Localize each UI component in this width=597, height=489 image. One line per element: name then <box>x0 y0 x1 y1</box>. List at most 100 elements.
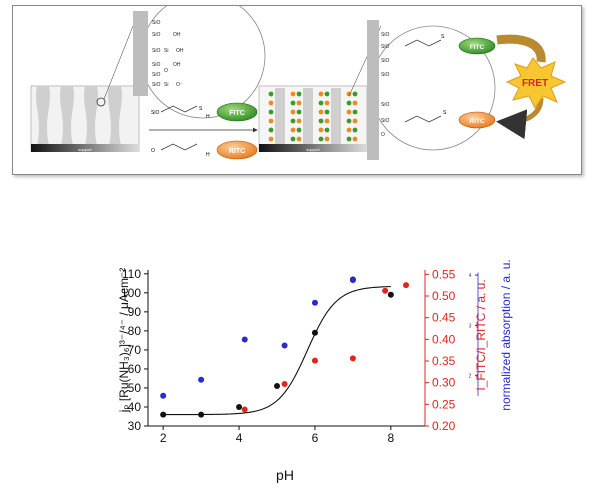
chem-label: SiO <box>152 48 160 54</box>
y-right2-tick-label: 3 <box>469 323 472 329</box>
dye-dot <box>268 127 274 133</box>
dye-dot <box>324 91 330 97</box>
dye-dot <box>318 118 324 124</box>
y-left-tick-label: 90 <box>128 305 142 319</box>
data-point <box>387 291 394 298</box>
x-tick-label: 4 <box>236 431 243 445</box>
chem-label: SiO <box>381 32 389 38</box>
data-point <box>281 342 288 349</box>
chem-label: O⁻ <box>176 82 183 88</box>
zoom-surface-left: SiO SiO OH SiO Si OH SiO OH SiO O SiO Si… <box>133 0 266 119</box>
x-tick-label: 2 <box>160 431 167 445</box>
data-point <box>274 383 281 390</box>
dye-dot <box>346 118 352 124</box>
chem-label: O <box>381 132 385 138</box>
dye-dot <box>346 109 352 115</box>
y-right1-tick-label: 0.40 <box>432 332 456 346</box>
data-point <box>160 392 167 399</box>
dye-dot <box>290 118 296 124</box>
data-point <box>311 357 318 364</box>
data-point <box>236 403 243 410</box>
data-point <box>311 329 318 336</box>
dye-dot <box>324 136 330 142</box>
dye-dot <box>290 109 296 115</box>
dye-dot <box>352 136 358 142</box>
chem-label: SiO <box>381 102 389 108</box>
zoom-surface-right: SiO SiO SiO SiO SiO SiO O S FITC S RITC <box>367 20 496 160</box>
y-left-tick-label: 50 <box>128 381 142 395</box>
y-right1-tick-label: 0.50 <box>432 289 456 303</box>
y-left-tick-label: 100 <box>121 286 141 300</box>
dye-dot <box>352 118 358 124</box>
chem-label: O <box>164 68 168 74</box>
support-label-left: support <box>78 147 92 152</box>
dye-dot <box>290 127 296 133</box>
chem-label: SiO <box>152 82 160 88</box>
chem-label: SiO <box>381 118 389 124</box>
dye-dot <box>318 91 324 97</box>
sulfur-label: S <box>443 110 447 116</box>
linker-label: H <box>206 114 210 120</box>
schematic-figure: support SiO SiO OH SiO Si OH SiO OH SiO … <box>30 0 567 160</box>
y-axis-left-label: jₚ [Ru(NH₃)₆]³⁻/⁴⁻ / μAcm⁻² <box>117 268 131 414</box>
data-point <box>349 277 356 284</box>
fitc-label: FITC <box>229 110 245 117</box>
dye-dot <box>352 127 358 133</box>
chem-label: Si <box>164 48 168 54</box>
x-tick-label: 6 <box>312 431 319 445</box>
fitc-label-bound: FITC <box>470 44 485 51</box>
dye-dot <box>296 100 302 106</box>
ritc-ellipse <box>216 140 258 160</box>
ritc-label-bound: RITC <box>469 118 484 125</box>
data-point <box>349 355 356 362</box>
dye-dot <box>296 127 302 133</box>
dye-dot <box>346 127 352 133</box>
dye-dot <box>290 136 296 142</box>
y-left-tick-label: 40 <box>128 400 142 414</box>
data-point <box>160 411 167 418</box>
chem-label: O <box>151 148 155 154</box>
y-right1-tick-label: 0.55 <box>432 267 456 281</box>
dye-dot <box>268 109 274 115</box>
dye-dot <box>296 118 302 124</box>
fret-star <box>505 57 567 109</box>
y-right2-tick-label: 2 <box>469 374 472 380</box>
y-right2-tick-label: 4 <box>469 273 472 279</box>
dye-dot <box>318 127 324 133</box>
porous-film-functionalized: support <box>258 25 382 152</box>
dye-dot <box>352 109 358 115</box>
fret-arrow-top <box>496 34 546 63</box>
data-point <box>281 380 288 387</box>
fret-arrow-bottom <box>496 97 544 140</box>
dye-dot <box>290 91 296 97</box>
y-axis-right1-label: I_FITC/I_RITC / a. u. <box>474 279 488 390</box>
dye-dot <box>290 100 296 106</box>
data-point <box>241 336 248 343</box>
dye-dot <box>324 100 330 106</box>
y-left-tick-label: 80 <box>128 324 142 338</box>
chem-label: SiO <box>381 44 389 50</box>
dye-dot <box>296 91 302 97</box>
y-right1-tick-label: 0.30 <box>432 376 456 390</box>
dye-dot <box>318 109 324 115</box>
support-label-right: support <box>306 147 320 152</box>
dye-dot <box>296 136 302 142</box>
sigmoid-fit-curve <box>163 286 391 416</box>
dye-dot <box>324 127 330 133</box>
fret-label: FRET <box>522 78 548 89</box>
dye-dot <box>324 109 330 115</box>
dye-dot <box>346 136 352 142</box>
chem-label: OH <box>173 32 181 38</box>
sulfur-label: S <box>441 34 445 40</box>
sulfur-label: S <box>199 106 203 112</box>
dye-dot <box>346 100 352 106</box>
dye-dot <box>352 100 358 106</box>
fret-indicator: FRET <box>496 34 567 140</box>
reagent-ritc: O H RITC <box>151 140 258 160</box>
data-point <box>198 411 205 418</box>
y-axis-right2-label: normalized absorption / a. u. <box>499 259 513 410</box>
chem-label: SiO <box>152 62 160 68</box>
y-left-tick-label: 110 <box>122 267 141 281</box>
x-tick-label: 8 <box>388 431 395 445</box>
chem-label: SiO <box>151 110 159 116</box>
